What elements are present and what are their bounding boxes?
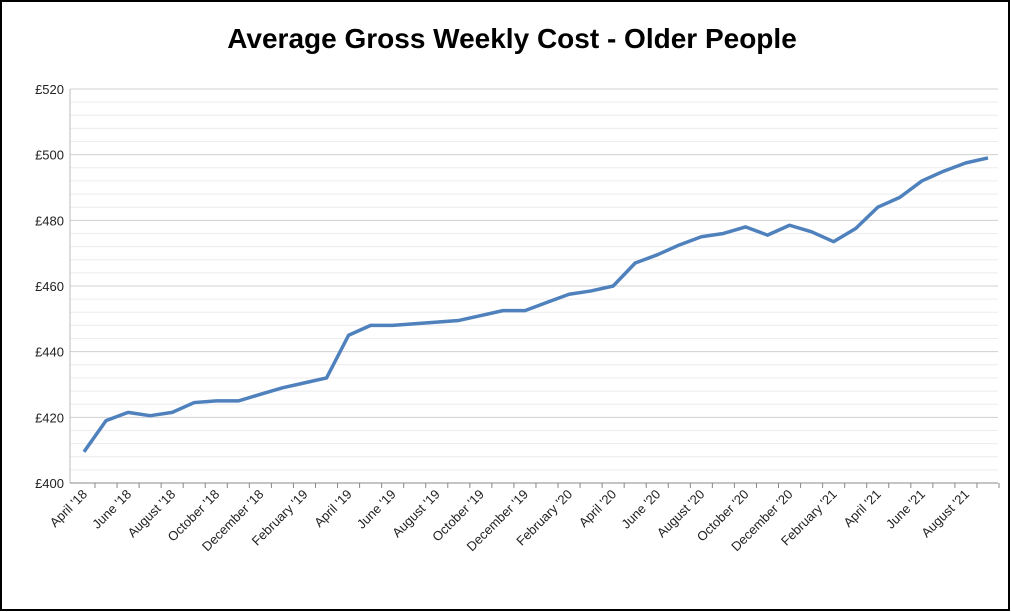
y-tick-label: £520 — [35, 82, 64, 97]
y-tick-label: £460 — [35, 279, 64, 294]
y-tick-label: £500 — [35, 148, 64, 163]
line-series — [82, 156, 989, 453]
y-tick-label: £400 — [35, 476, 64, 491]
chart-title: Average Gross Weekly Cost - Older People — [227, 23, 797, 54]
y-tick-label: £440 — [35, 345, 64, 360]
y-tick-label: £480 — [35, 213, 64, 228]
y-tick-label: £420 — [35, 410, 64, 425]
